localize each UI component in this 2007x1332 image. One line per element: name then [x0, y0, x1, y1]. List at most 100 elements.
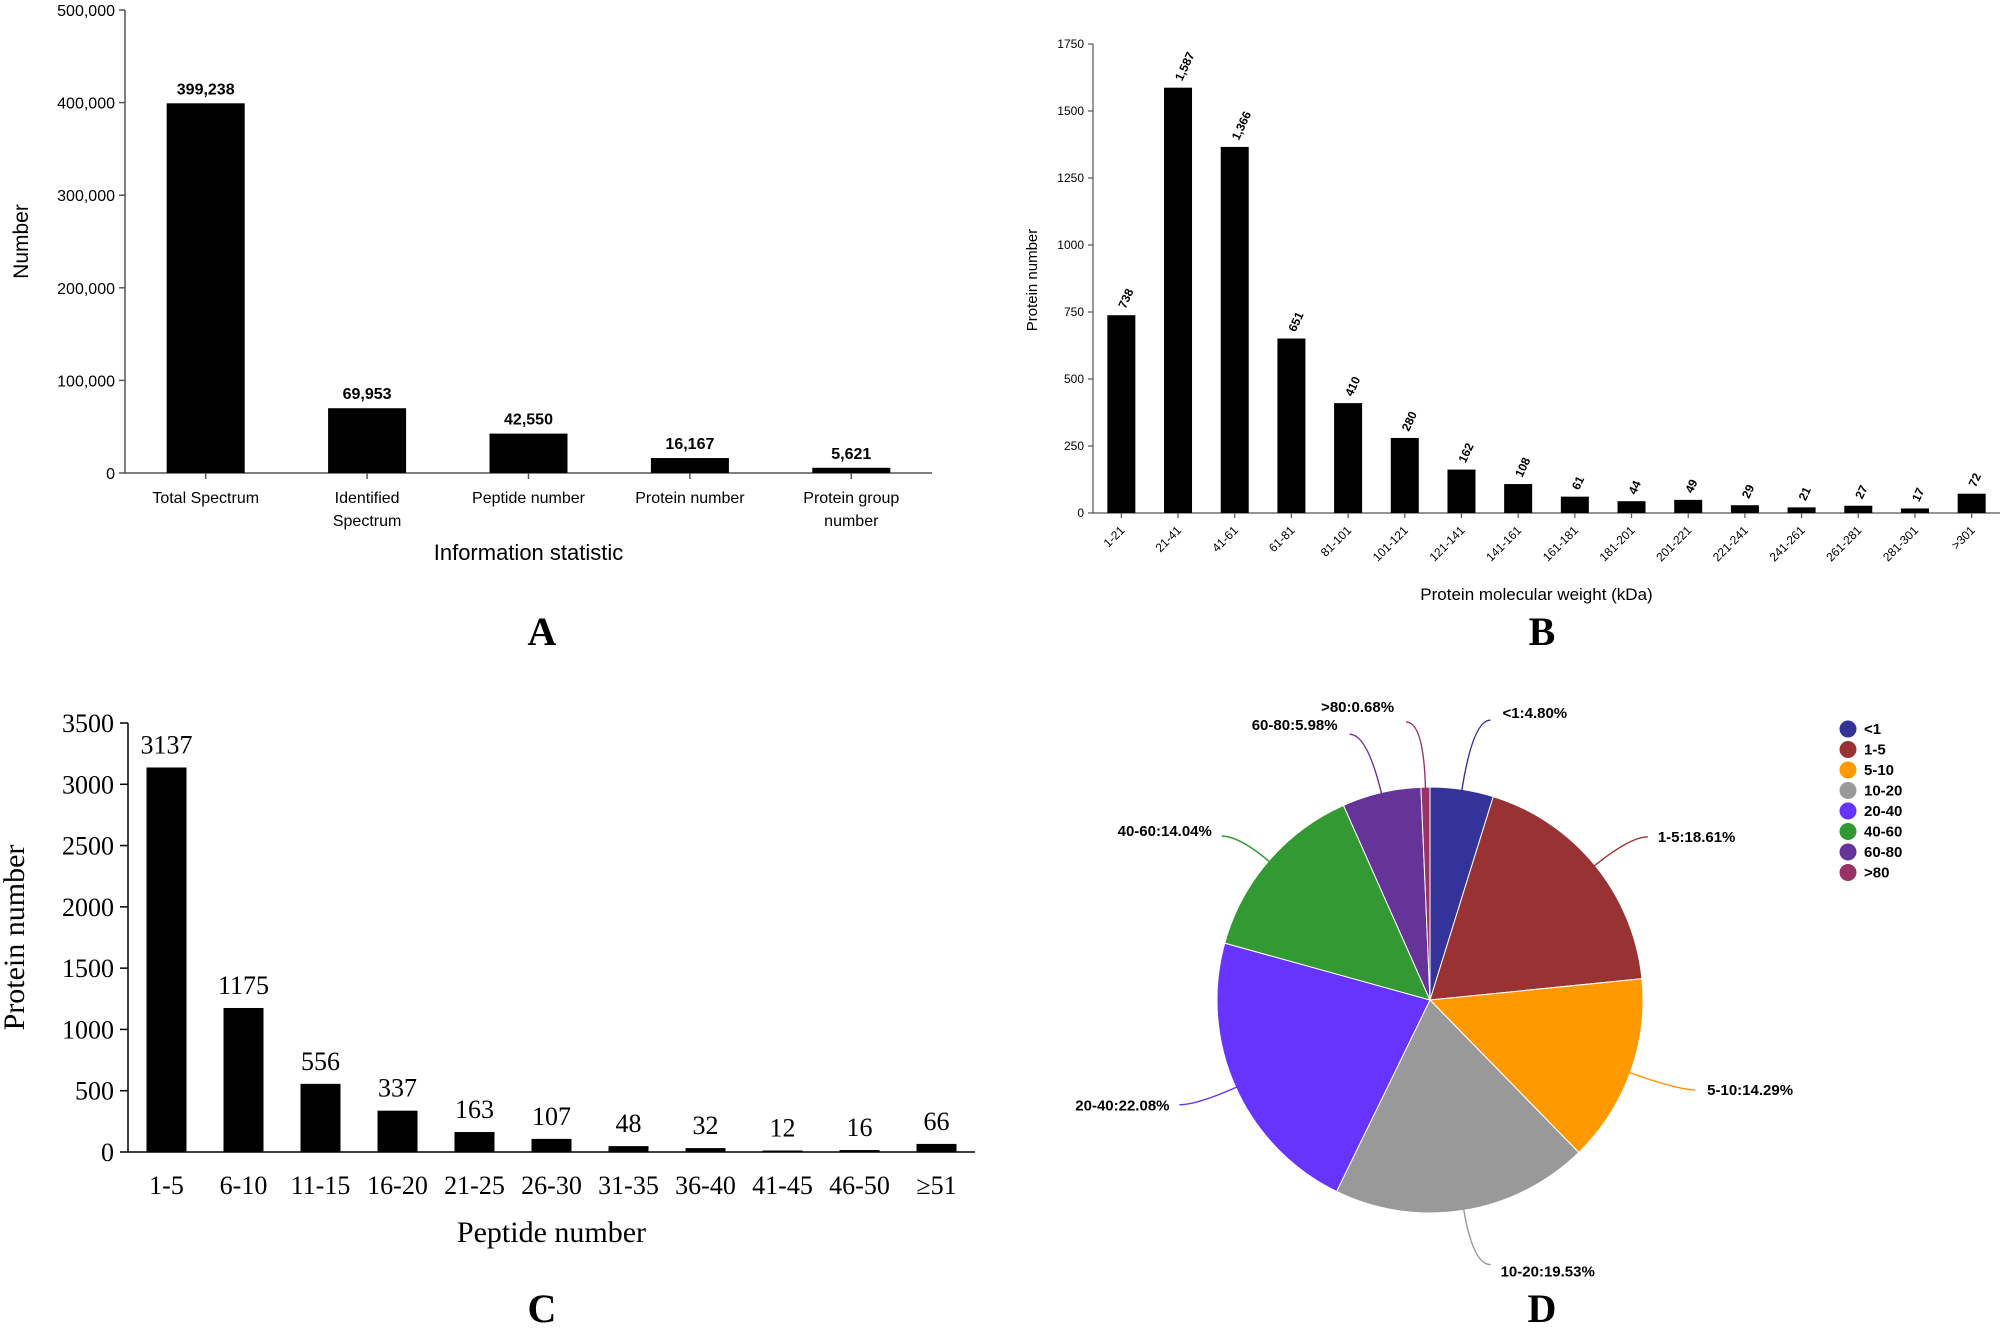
leader-line: [1462, 1206, 1491, 1266]
x-tick-label: 241-261: [1767, 523, 1808, 564]
data-label: 280: [1399, 409, 1420, 433]
data-label: 29: [1739, 482, 1757, 500]
x-tick-label: 201-221: [1653, 523, 1694, 564]
bar: [812, 467, 891, 473]
bar: [1844, 505, 1873, 513]
panel-letter-a: A: [527, 609, 557, 654]
x-axis-title: Information statistic: [434, 540, 624, 565]
x-tick-label: 141-161: [1483, 523, 1524, 564]
chart-b: 0 250 500 750 1000 1250 1500 1750 738 1-21 1,587 21…: [1024, 37, 2000, 604]
panel-letter-b: B: [1528, 609, 1556, 654]
data-label: 16: [847, 1113, 873, 1142]
legend-marker: [1839, 741, 1857, 758]
slice-label: 60-80:5.98%: [1252, 717, 1338, 734]
bar: [377, 1110, 418, 1152]
bar: [531, 1138, 572, 1152]
x-tick-label: 1-21: [1101, 523, 1128, 550]
x-tick-label: 26-30: [521, 1171, 582, 1200]
y-tick-label: 500: [1064, 372, 1084, 386]
x-tick-label: 61-81: [1266, 523, 1298, 555]
bar: [223, 1007, 264, 1152]
data-label: 3137: [141, 730, 193, 759]
y-tick-label: 2500: [62, 832, 114, 861]
y-tick-label: 1750: [1057, 37, 1084, 51]
bar: [762, 1150, 803, 1152]
y-axis-title: Protein number: [0, 845, 31, 1031]
x-tick-label: 21-25: [444, 1171, 505, 1200]
data-label: 108: [1512, 455, 1533, 479]
bar: [1504, 484, 1533, 513]
x-tick-label: >301: [1949, 523, 1978, 552]
slice-label: 40-60:14.04%: [1118, 823, 1212, 840]
legend-marker: [1839, 864, 1857, 881]
panel-letter-d: D: [1527, 1286, 1557, 1331]
leader-line: [1405, 721, 1427, 792]
x-tick-label: 121-141: [1427, 523, 1468, 564]
x-tick-label: number: [824, 513, 879, 530]
x-tick-label: 36-40: [675, 1171, 736, 1200]
y-tick-label: 1500: [62, 954, 114, 983]
x-tick-label: 221-241: [1710, 523, 1751, 564]
legend-marker: [1839, 802, 1857, 820]
data-label: 49: [1682, 477, 1700, 495]
bar: [489, 433, 568, 473]
bar: [1220, 146, 1249, 514]
bar: [1957, 493, 1986, 513]
leader-line: [1591, 836, 1648, 869]
bar: [1560, 496, 1589, 513]
slice-label: 5-10:14.29%: [1707, 1082, 1793, 1099]
x-tick-label: 101-121: [1370, 523, 1411, 564]
bar: [1107, 315, 1136, 513]
y-tick-label: 500: [75, 1077, 114, 1106]
data-label: 17: [1909, 485, 1927, 503]
legend-marker: [1839, 720, 1857, 738]
y-axis-title: Protein number: [1024, 229, 1041, 332]
legend-label: 10-20: [1864, 783, 1902, 800]
legend-label: 40-60: [1864, 824, 1902, 841]
bar: [1787, 507, 1816, 513]
bar: [166, 103, 245, 474]
data-label: 1,366: [1229, 109, 1255, 142]
legend-label: >80: [1864, 865, 1889, 882]
y-tick-label: 200,000: [57, 281, 115, 298]
slice-label: 1-5:18.61%: [1658, 829, 1736, 846]
slice-label: >80:0.68%: [1321, 699, 1394, 716]
y-tick-label: 0: [1077, 506, 1084, 520]
legend-label: 5-10: [1864, 762, 1894, 779]
legend-label: 1-5: [1864, 742, 1886, 759]
x-tick-label: 6-10: [220, 1171, 268, 1200]
x-tick-label: 21-41: [1153, 523, 1185, 555]
y-tick-label: 0: [106, 466, 115, 483]
x-axis-title: Peptide number: [457, 1216, 646, 1249]
y-tick-label: 500,000: [57, 3, 115, 20]
leader-line: [1221, 835, 1273, 865]
data-label: 337: [378, 1074, 417, 1103]
data-label: 44: [1626, 478, 1644, 496]
bar: [916, 1143, 957, 1152]
x-axis-title: Protein molecular weight (kDa): [1420, 585, 1652, 604]
y-tick-label: 100,000: [57, 373, 115, 390]
x-tick-label: 46-50: [829, 1171, 890, 1200]
x-tick-label: 31-35: [598, 1171, 659, 1200]
data-label: 651: [1285, 309, 1306, 333]
data-label: 1,587: [1172, 50, 1198, 83]
data-label: 399,238: [177, 81, 235, 98]
y-tick-label: 3000: [62, 770, 114, 799]
slice-label: 10-20:19.53%: [1501, 1264, 1595, 1280]
x-tick-label: Spectrum: [333, 513, 401, 530]
bar: [1900, 508, 1929, 513]
y-tick-label: 300,000: [57, 188, 115, 205]
panel-letter-c: C: [527, 1286, 557, 1331]
x-tick-label: 81-101: [1318, 523, 1355, 560]
bar: [1277, 338, 1306, 513]
data-label: 42,550: [504, 412, 553, 429]
bar: [685, 1148, 726, 1152]
legend-label: <1: [1864, 721, 1881, 738]
data-label: 21: [1796, 484, 1814, 502]
data-label: 61: [1569, 474, 1587, 492]
data-label: 738: [1115, 286, 1136, 310]
y-tick-label: 1000: [62, 1015, 114, 1044]
data-label: 1175: [218, 971, 269, 1000]
bar: [1674, 499, 1703, 513]
x-tick-label: 1-5: [149, 1171, 184, 1200]
